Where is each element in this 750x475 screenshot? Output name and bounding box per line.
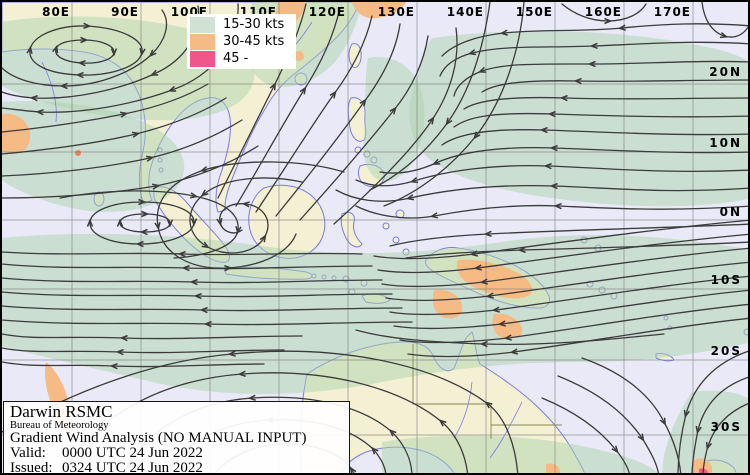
legend-label-15-30: 15-30 kts bbox=[223, 17, 285, 32]
valid-label: Valid: bbox=[10, 445, 46, 461]
legend-label-45plus: 45 - bbox=[223, 51, 249, 66]
lat-label-0n: 0N bbox=[719, 205, 742, 219]
organisation: Bureau of Meteorology bbox=[10, 420, 109, 431]
legend-label-30-45: 30-45 kts bbox=[223, 34, 285, 49]
legend-swatch-15-30 bbox=[190, 16, 215, 33]
lon-label-160e: 160E bbox=[584, 5, 622, 19]
legend-swatch-30-45 bbox=[190, 33, 215, 50]
legend-item-15-30: 15-30 kts bbox=[190, 16, 284, 33]
issued-label: Issued: bbox=[10, 460, 53, 475]
issued-value: 0324 UTC 24 Jun 2022 bbox=[62, 460, 203, 475]
legend-swatch-45plus bbox=[190, 50, 215, 67]
legend-item-45plus: 45 - bbox=[190, 50, 284, 67]
lat-label-20n: 20N bbox=[709, 65, 742, 79]
product-info-box: Darwin RSMC Bureau of Meteorology Gradie… bbox=[3, 401, 350, 475]
lon-label-150e: 150E bbox=[515, 5, 553, 19]
lon-label-140e: 140E bbox=[446, 5, 484, 19]
lon-label-170e: 170E bbox=[653, 5, 691, 19]
wind-speed-legend: 15-30 kts 30-45 kts 45 - bbox=[187, 14, 297, 69]
legend-item-30-45: 30-45 kts bbox=[190, 33, 284, 50]
lat-label-10s: 10S bbox=[710, 273, 742, 287]
lon-label-120e: 120E bbox=[308, 5, 346, 19]
lon-label-130e: 130E bbox=[377, 5, 415, 19]
lat-label-20s: 20S bbox=[710, 344, 742, 358]
lon-label-90e: 90E bbox=[111, 5, 139, 19]
lon-label-80e: 80E bbox=[42, 5, 70, 19]
agency-name: Darwin RSMC bbox=[10, 402, 113, 421]
valid-value: 0000 UTC 24 Jun 2022 bbox=[62, 445, 203, 461]
lat-label-10n: 10N bbox=[709, 136, 742, 150]
lat-label-30s: 30S bbox=[710, 420, 742, 434]
valid-time-row: Valid: 0000 UTC 24 Jun 2022 bbox=[10, 446, 343, 461]
issued-time-row: Issued: 0324 UTC 24 Jun 2022 bbox=[10, 460, 343, 475]
product-title: Gradient Wind Analysis (NO MANUAL INPUT) bbox=[10, 430, 307, 446]
